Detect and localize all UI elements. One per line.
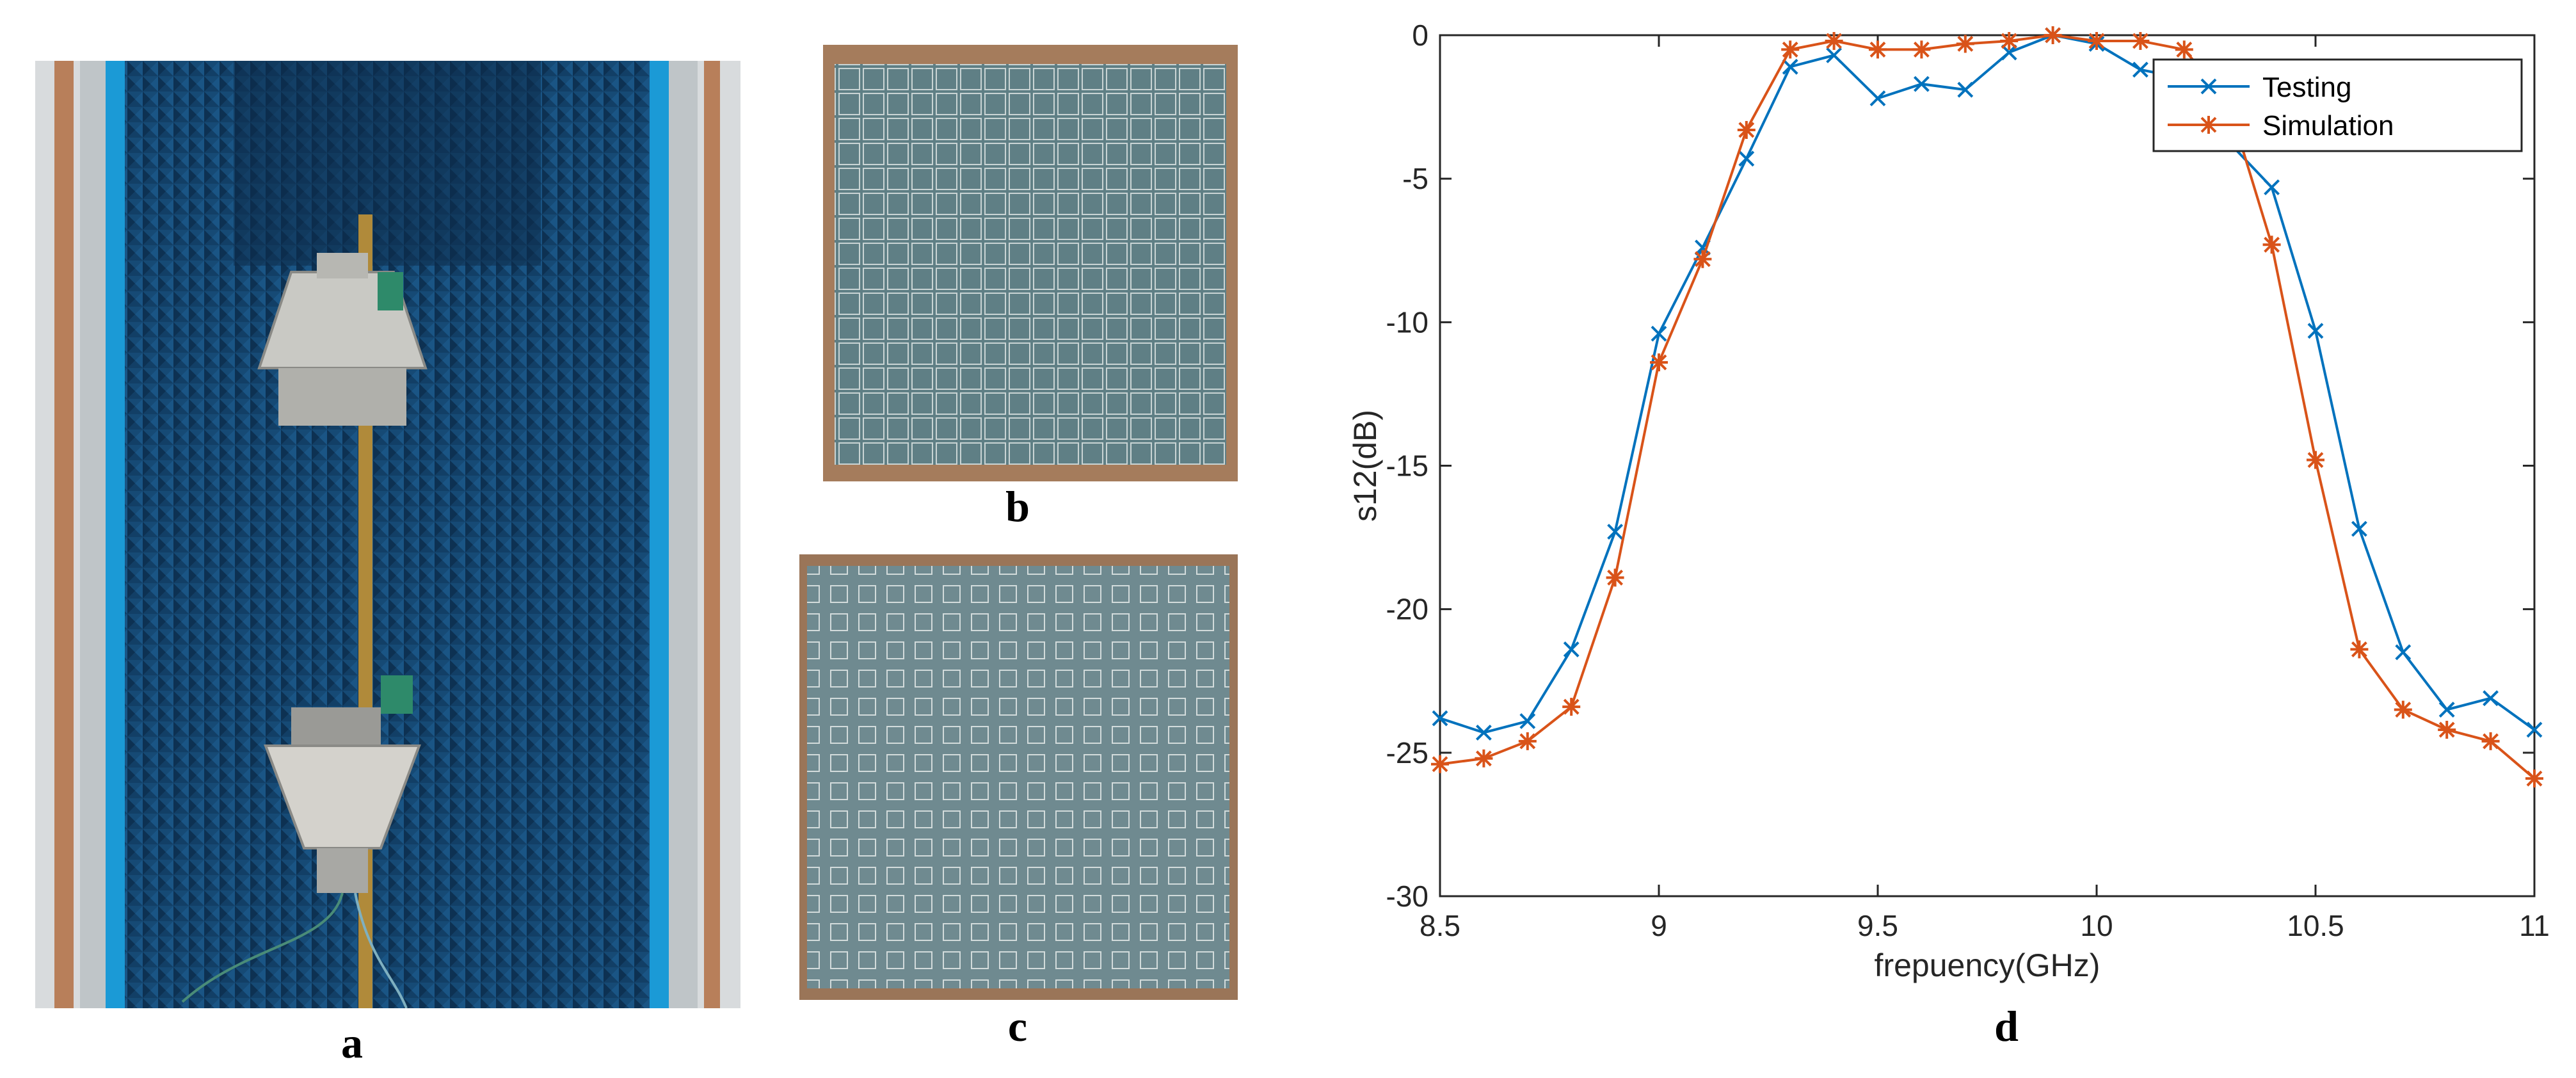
data-point-simulation [2175,40,2193,59]
data-point-testing [1432,710,1448,727]
data-point-testing [1563,641,1580,657]
series-simulation [1431,26,2543,788]
data-point-simulation [2438,720,2456,739]
data-point-testing [1519,713,1536,729]
chart-legend: Testing Simulation [2152,58,2523,152]
data-point-simulation [2000,31,2019,50]
fss-sample-square-patches-icon [799,554,1238,1000]
y-tick-label: -30 [1386,880,1428,913]
series-line-testing [1439,33,2536,734]
data-point-testing [1607,524,1624,540]
panel-label-a: a [341,1018,363,1067]
axis-ticks: 8.5 9 9.5 10 10.5 11 0 -5 -10 -15 -20 -25 -30 [1386,19,2550,942]
data-point-testing [1738,150,1755,167]
data-point-simulation [1825,31,1843,50]
series-layer [1431,26,2543,788]
data-point-simulation [2481,732,2500,750]
data-point-testing [2264,179,2280,196]
data-point-testing [2438,702,2455,718]
series-line-simulation [1439,33,2536,780]
fss-sample-b-photo [823,45,1238,481]
data-point-simulation [1693,250,1712,268]
data-point-simulation [2350,640,2369,659]
legend-box [2152,58,2523,152]
s12-line-chart: 8.5 9 9.5 10 10.5 11 0 -5 -10 -15 -20 -25 -30 frepue… [1347,19,2550,983]
x-tick-label: 9 [1651,909,1667,942]
legend-label-testing: Testing [2262,72,2351,103]
data-point-simulation [2394,700,2412,719]
chamber-photo [35,61,740,1008]
data-point-testing [1782,58,1798,75]
data-point-simulation [1518,732,1537,750]
data-point-simulation [1606,568,1624,587]
data-point-testing [1651,325,1667,342]
x-tick-label: 11 [2519,909,2550,942]
data-point-simulation [2307,451,2324,469]
y-tick-label: -25 [1386,736,1428,769]
data-point-simulation [1650,353,1668,372]
data-point-testing [2395,644,2412,661]
data-point-testing [1913,76,1930,92]
s12-chart: 8.5 9 9.5 10 10.5 11 0 -5 -10 -15 -20 -25 -30 frepue… [1331,0,2576,1078]
x-tick-label: 8.5 [1420,909,1460,942]
y-tick-label: -20 [1386,593,1428,626]
fss-sample-c-photo [799,554,1238,1000]
y-tick-label: 0 [1412,19,1428,52]
data-point-simulation [2044,26,2062,44]
data-point-simulation [1431,755,1449,773]
fss-sample-square-loops-icon [823,45,1238,481]
data-point-testing [1869,90,1886,107]
legend-swatch-marker [2200,116,2218,134]
data-point-simulation [1475,749,1493,768]
data-point-testing [2307,323,2324,339]
data-point-testing [1957,81,1974,98]
data-point-simulation [2131,31,2150,50]
data-point-simulation [2088,31,2106,50]
data-point-simulation [1956,35,1974,53]
data-point-simulation [2262,236,2281,254]
data-point-simulation [1737,120,1756,139]
data-point-testing [2132,61,2148,78]
x-tick-label: 10.5 [2287,909,2344,942]
data-point-testing [2001,44,2017,61]
data-point-testing [2526,721,2543,738]
data-point-simulation [1562,698,1581,716]
y-tick-label: -15 [1386,449,1428,483]
x-tick-label: 9.5 [1857,909,1898,942]
data-point-simulation [1781,40,1800,59]
data-point-simulation [1912,40,1931,59]
panel-label-d: d [1994,1002,2019,1050]
data-point-testing [2351,520,2367,537]
data-point-simulation [1869,40,1887,59]
y-tick-label: -10 [1386,305,1428,339]
legend-swatch-marker [2200,78,2217,95]
plot-area-frame [1439,34,2536,897]
x-tick-label: 10 [2080,909,2113,942]
x-axis-label: frepuency(GHz) [1875,947,2100,983]
data-point-testing [1475,725,1492,741]
y-axis-label: s12(dB) [1347,410,1383,522]
data-point-testing [2483,690,2499,707]
panel-label-b: b [1005,482,1030,531]
panel-label-c: c [1007,1002,1028,1050]
y-tick-label: -5 [1402,162,1428,195]
data-point-testing [1826,47,1843,63]
data-point-simulation [2525,769,2543,788]
legend-label-simulation: Simulation [2262,110,2394,141]
anechoic-chamber-with-horn-antennas-icon [35,61,740,1008]
